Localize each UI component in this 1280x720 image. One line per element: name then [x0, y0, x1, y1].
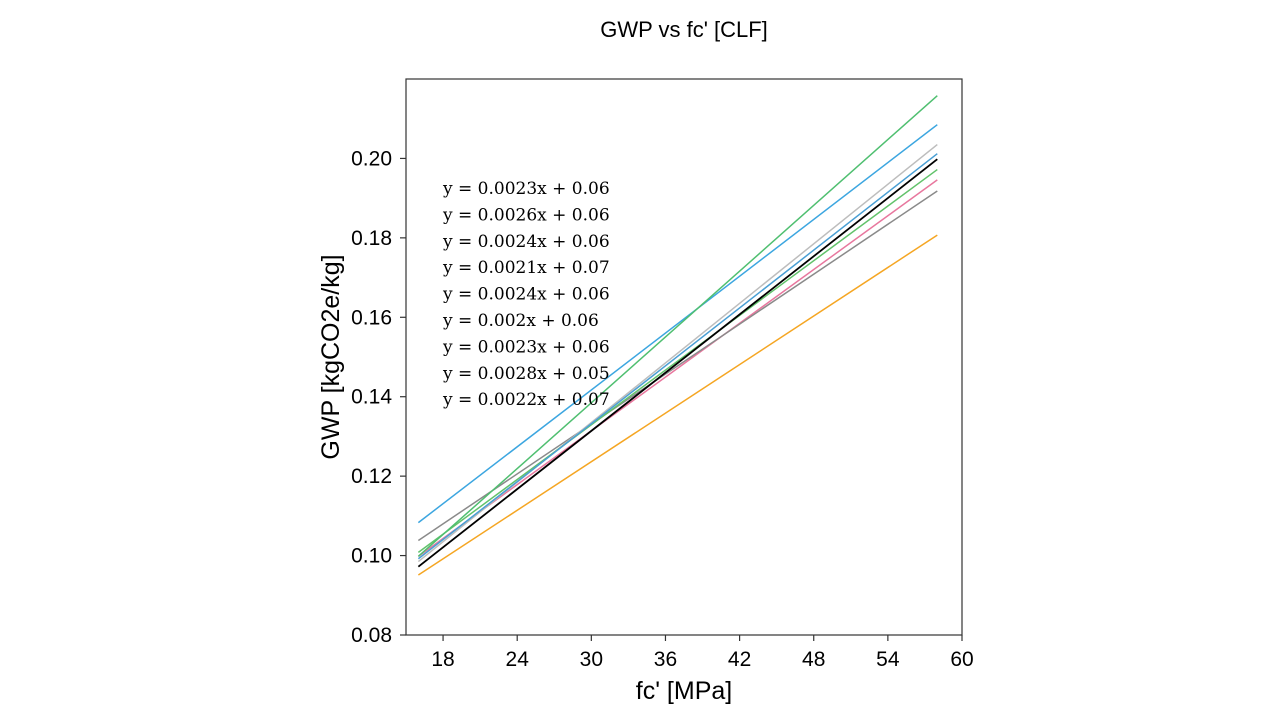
tick-layer: 18 24 30 36 42 48 54 60 0.08 0.10 0.12 0.14 0.16 0.18…: [351, 147, 974, 671]
chart-title: GWP vs fc' [CLF]: [600, 17, 768, 42]
x-axis-label: fc' [MPa]: [636, 677, 732, 705]
x-tick-label-54: 54: [876, 648, 900, 671]
equation-label-2: y = 0.0026x + 0.06: [442, 205, 610, 225]
plot-frame: [405, 78, 963, 636]
series-line-orange: [417, 234, 938, 576]
x-tick-label-36: 36: [654, 648, 677, 671]
x-tick-label-24: 24: [506, 648, 530, 671]
series-line-blue: [417, 124, 938, 524]
x-tick-label-30: 30: [580, 648, 603, 671]
series-line-pink: [417, 179, 938, 557]
equation-label-3: y = 0.0024x + 0.06: [442, 232, 610, 252]
series-line-green-light: [417, 168, 938, 553]
series-line-black: [417, 158, 938, 568]
x-tick-label-42: 42: [728, 648, 751, 671]
equation-label-7: y = 0.0023x + 0.06: [442, 337, 610, 357]
y-tick-label-0.14: 0.14: [351, 386, 392, 409]
y-tick-label-0.20: 0.20: [351, 147, 392, 170]
y-tick-label-0.16: 0.16: [351, 306, 392, 329]
y-tick-label-0.12: 0.12: [351, 465, 392, 488]
equation-label-8: y = 0.0028x + 0.05: [442, 364, 610, 384]
equation-label-5: y = 0.0024x + 0.06: [442, 285, 610, 305]
x-tick-label-18: 18: [431, 648, 454, 671]
equation-label-1: y = 0.0023x + 0.06: [442, 179, 610, 199]
y-tick-label-0.10: 0.10: [351, 545, 392, 568]
equation-label-9: y = 0.0022x + 0.07: [442, 390, 610, 410]
x-tick-label-60: 60: [950, 648, 973, 671]
series-line-teal-blue: [417, 153, 938, 560]
y-axis-label: GWP [kgCO2e/kg]: [317, 254, 345, 459]
series-layer: [417, 95, 938, 576]
equation-annotations: y = 0.0023x + 0.06 y = 0.0026x + 0.06 y = …: [442, 179, 610, 410]
y-tick-label-0.18: 0.18: [351, 227, 392, 250]
equation-label-6: y = 0.002x + 0.06: [442, 311, 599, 331]
y-tick-label-0.08: 0.08: [351, 624, 392, 647]
equation-label-4: y = 0.0021x + 0.07: [442, 258, 610, 278]
series-line-green: [417, 95, 938, 557]
x-tick-label-48: 48: [802, 648, 825, 671]
series-line-gray: [417, 190, 938, 542]
